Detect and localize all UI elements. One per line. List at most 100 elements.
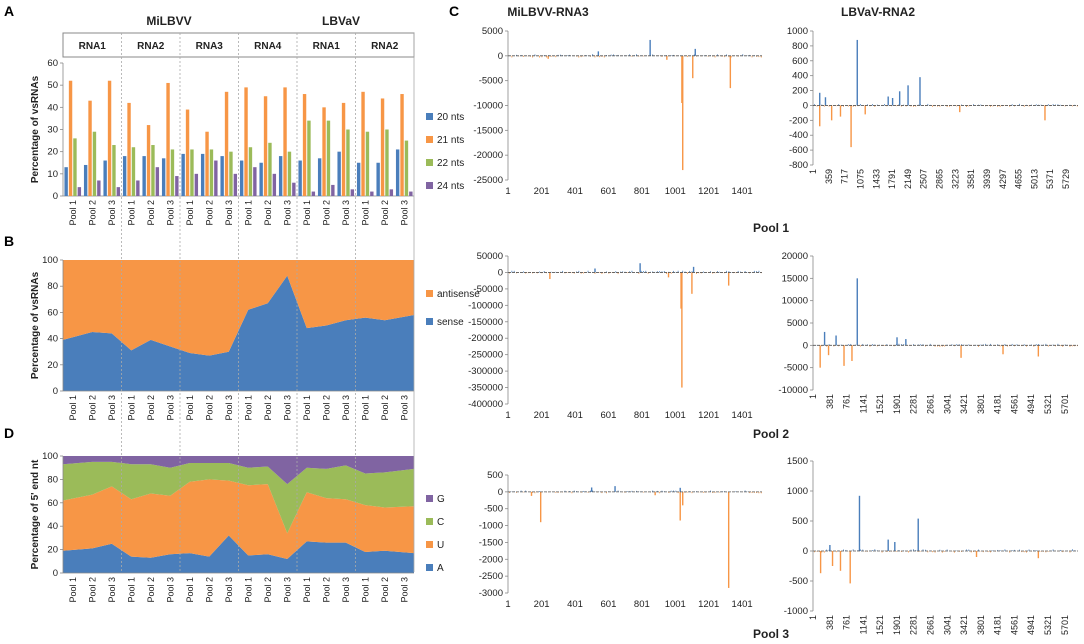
c-noise-bar [932,551,934,553]
c-noise-bar [749,54,751,56]
c-y-tick-label: 200 [792,86,808,97]
c-y-tick-label: -2500 [479,571,503,582]
c-x-tick-label: 1201 [698,599,719,610]
bar-22-nts [268,142,272,196]
c-noise-bar [819,551,820,552]
c-noise-bar [661,490,663,492]
c-noise-bar [728,55,730,58]
c-noise-bar [580,491,582,493]
c-peak-bar [907,85,909,106]
bar-24-nts [253,167,257,196]
c-peak-bar [891,98,894,106]
c-x-tick-label: 1 [808,394,818,399]
c-noise-bar [850,343,852,346]
legend-label: 22 nts [437,158,464,169]
c-x-tick-label: 801 [634,599,650,610]
c-noise-bar [968,105,970,107]
c-noise-bar [536,272,538,274]
c-noise-bar [833,345,835,347]
c-noise-bar [509,491,510,493]
pool-tick-label: Pool 3 [399,577,409,603]
c-y-tick-label: 0 [498,267,503,278]
bar-21-nts [224,91,229,196]
c-noise-bar [659,271,661,273]
c-x-tick-label: 201 [534,410,550,421]
pool-tick-label: Pool 2 [380,577,390,603]
c-noise-bar [1023,551,1025,553]
c-noise-bar [874,105,876,107]
c-noise-bar [867,104,869,106]
c-peak-bar [864,105,866,115]
c-noise-bar [1023,105,1025,107]
c-noise-bar [992,105,994,107]
c-noise-bar [670,55,672,56]
c-noise-bar [944,345,946,347]
c-y-tick-label: -500 [789,576,808,587]
c-x-tick-label: 1141 [858,615,868,634]
c-noise-bar [562,270,564,273]
pool-tick-label: Pool 3 [399,200,409,226]
c-noise-bar [1059,549,1061,551]
c-noise-bar [896,105,897,107]
bar-24-nts [311,191,316,196]
bar-24-nts [155,167,160,196]
c-noise-bar [737,55,739,57]
c-noise-bar [1014,105,1015,107]
legend-swatch [426,159,433,166]
c-noise-bar [855,105,856,107]
c-noise-bar [814,104,816,106]
c-noise-bar [823,551,825,553]
c-noise-bar [677,491,679,494]
c-noise-bar [934,551,936,553]
c-noise-bar [838,104,840,106]
c-noise-bar [596,55,598,57]
c-noise-bar [610,54,612,56]
c-peak-bar [824,97,827,106]
c-x-tick-label: 4561 [1009,394,1019,414]
c-noise-bar [737,270,739,273]
c-y-tick-label: 1500 [787,456,808,467]
panel-letter-b: B [4,233,14,249]
c-y-tick-label: 10000 [782,296,808,307]
c-noise-bar [714,272,716,274]
c-noise-bar [934,345,936,347]
bar-21-nts [88,100,92,196]
c-peak-bar [649,39,651,56]
c-peak-bar [614,486,616,492]
c-noise-bar [539,490,540,492]
c-y-tick-label: -200 [789,115,808,126]
a-y-axis-title: Percentage of vsRNAs [30,75,41,183]
c-noise-bar [656,490,658,492]
c-noise-bar [659,491,661,494]
pool-tick-label: Pool 3 [224,200,234,226]
c-noise-bar [872,104,873,106]
c-noise-bar [1031,344,1032,346]
bar-24-nts [214,160,218,196]
c-y-tick-label: -1500 [479,537,503,548]
c-noise-bar [896,551,897,552]
c-noise-bar [845,549,847,551]
y-tick-label: 80 [47,281,58,292]
rna-label: RNA2 [137,41,165,52]
c-noise-bar [982,344,984,346]
c-noise-bar [1055,104,1056,106]
c-x-tick-label: 717 [840,169,850,184]
c-peak-bar [896,337,898,346]
y-tick-label: 0 [53,568,58,579]
c-x-tick-label: 1001 [665,186,686,197]
bar-22-nts [229,151,233,196]
c-noise-bar [1023,344,1025,346]
c-y-tick-label: -2000 [479,554,503,565]
c-x-tick-label: 5321 [1043,394,1053,414]
pool-tick-label: Pool 2 [380,200,390,226]
c-noise-bar [721,55,723,57]
c-noise-bar [719,491,721,493]
c-noise-bar [756,271,758,273]
bar-22-nts [404,140,409,196]
c-noise-bar [555,55,557,58]
c-noise-bar [1076,105,1078,107]
c-x-tick-label: 4181 [993,615,1003,635]
c-noise-bar [872,550,873,551]
